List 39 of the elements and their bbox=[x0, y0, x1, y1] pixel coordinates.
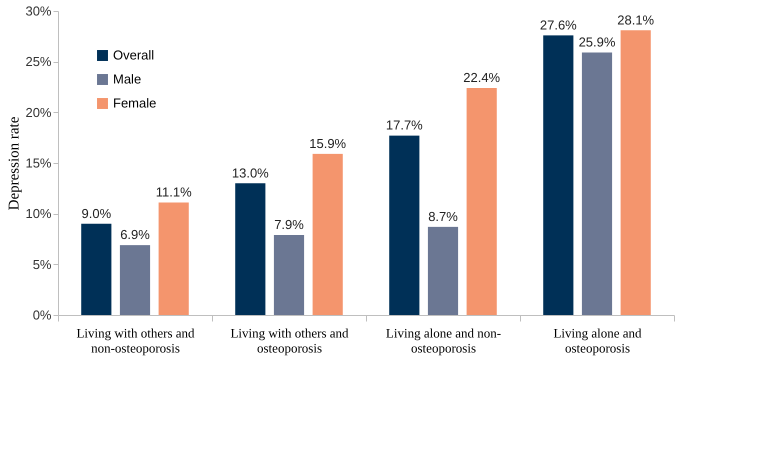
data-label: 25.9% bbox=[578, 34, 616, 50]
y-tick-label: 5% bbox=[32, 256, 52, 272]
y-tick-label: 10% bbox=[25, 206, 52, 222]
legend-label: Male bbox=[113, 72, 142, 86]
x-tick-label: Living alone and osteoporosis bbox=[553, 326, 642, 356]
bar bbox=[158, 202, 189, 315]
bar bbox=[582, 52, 612, 315]
bar bbox=[428, 226, 458, 315]
legend-label: Overall bbox=[113, 48, 154, 62]
y-tick-label: 30% bbox=[25, 4, 52, 18]
data-label: 7.9% bbox=[274, 216, 304, 232]
data-label: 27.6% bbox=[540, 17, 578, 32]
x-tick-label: Living with others and non-osteoporosis bbox=[76, 326, 196, 356]
bar bbox=[235, 183, 266, 315]
y-tick-label: 25% bbox=[25, 54, 52, 70]
bar bbox=[620, 30, 651, 315]
data-label: 13.0% bbox=[232, 165, 270, 180]
data-label: 17.7% bbox=[386, 118, 424, 133]
data-label: 8.7% bbox=[428, 208, 458, 224]
y-tick-label: 0% bbox=[32, 308, 52, 322]
bar bbox=[120, 245, 150, 315]
x-tick-label: Living alone and non-osteoporosis bbox=[386, 326, 502, 356]
data-label: 22.4% bbox=[463, 70, 501, 86]
y-tick-label: 20% bbox=[25, 104, 52, 120]
data-label: 15.9% bbox=[309, 136, 347, 151]
y-tick-label: 15% bbox=[25, 156, 52, 170]
legend-label: Female bbox=[113, 96, 156, 110]
bar bbox=[81, 224, 112, 315]
data-label: 11.1% bbox=[156, 184, 192, 200]
bar bbox=[543, 35, 574, 315]
bar bbox=[312, 154, 343, 315]
bar bbox=[466, 88, 497, 315]
x-tick-label: Living with others and osteoporosis bbox=[230, 326, 350, 356]
data-label: 6.9% bbox=[120, 227, 150, 242]
bar bbox=[274, 234, 304, 315]
bar bbox=[389, 136, 420, 315]
y-axis-title: Depression rate bbox=[6, 116, 22, 210]
data-label: 28.1% bbox=[617, 12, 655, 28]
data-label: 9.0% bbox=[81, 206, 112, 221]
